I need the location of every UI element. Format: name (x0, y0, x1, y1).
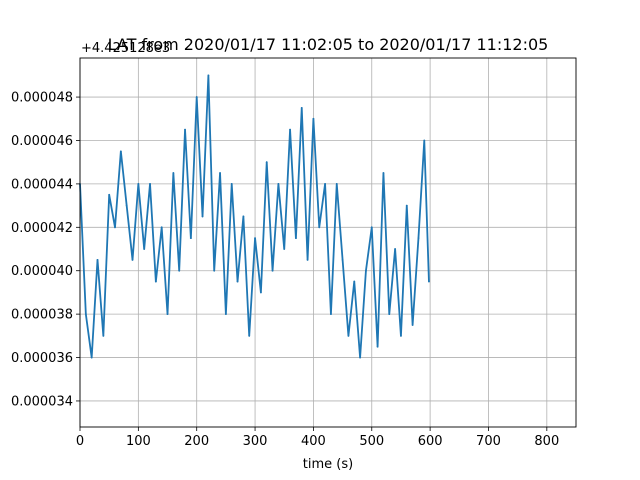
data-point (335, 182, 338, 185)
data-point (119, 150, 122, 153)
data-point (254, 237, 256, 240)
data-point (359, 356, 361, 359)
data-point (411, 324, 414, 326)
data-point (405, 204, 408, 207)
data-point (312, 117, 315, 120)
data-point (370, 226, 373, 229)
data-point (172, 172, 175, 174)
data-point (283, 248, 286, 250)
data-point (277, 182, 280, 185)
data-point (271, 269, 274, 272)
y-tick-label: 0.000046 (11, 134, 73, 149)
data-point (394, 248, 397, 250)
data-point (201, 215, 204, 218)
data-point (102, 334, 105, 337)
data-point (306, 258, 309, 261)
data-point (84, 313, 87, 316)
plot-frame (79, 57, 577, 428)
x-tick-label: 400 (301, 434, 326, 449)
data-point (137, 182, 140, 185)
data-point (382, 172, 385, 174)
data-point (207, 74, 210, 77)
y-tick-label: 0.000044 (11, 177, 73, 192)
y-tick-label: 0.000040 (11, 264, 73, 279)
data-point (125, 204, 128, 207)
x-tick-label: 600 (418, 434, 443, 449)
chart-title: LAT from 2020/01/17 11:02:05 to 2020/01/… (108, 35, 549, 54)
data-point (230, 182, 233, 185)
x-axis-label: time (s) (303, 457, 353, 472)
data-point (324, 182, 326, 185)
x-tick-label: 200 (184, 434, 209, 449)
x-tick-label: 300 (243, 434, 268, 449)
data-point (318, 226, 321, 229)
data-point (178, 269, 181, 272)
data-point (376, 345, 379, 348)
y-tick-label: 0.000042 (11, 221, 73, 236)
data-point (428, 280, 430, 283)
data-point (149, 182, 151, 185)
data-point (242, 215, 245, 218)
y-tick-label: 0.000034 (11, 394, 73, 409)
data-point (417, 237, 420, 240)
data-point (388, 313, 391, 316)
data-point (108, 193, 111, 196)
data-point (300, 107, 303, 109)
y-tick-label: 0.000038 (11, 308, 73, 323)
y-offset-label: +4.425128e3 (81, 41, 170, 56)
x-axis-ticks: 0 100 200 300 400 500 600 700 800 (76, 427, 559, 449)
data-point (353, 280, 356, 283)
data-point (341, 258, 344, 261)
data-point (189, 237, 192, 240)
data-point (423, 139, 426, 142)
data-point (219, 172, 221, 174)
data-point (166, 313, 169, 316)
x-tick-label: 700 (476, 434, 501, 449)
data-point (330, 313, 332, 316)
data-point (213, 269, 216, 272)
x-tick-label: 100 (126, 434, 151, 449)
data-point (90, 356, 93, 359)
data-point (347, 334, 350, 337)
x-tick-label: 0 (76, 434, 84, 449)
data-point (400, 334, 402, 337)
data-point (184, 128, 186, 131)
x-tick-label: 500 (359, 434, 384, 449)
y-tick-label: 0.000036 (11, 351, 73, 366)
data-point (96, 258, 99, 261)
data-point (248, 334, 251, 337)
data-point (224, 313, 227, 316)
data-point (289, 128, 291, 131)
y-axis-ticks: 0.000034 0.000036 0.000038 0.000040 0.000042… (11, 91, 80, 409)
x-tick-label: 800 (534, 434, 559, 449)
data-point (236, 280, 239, 283)
data-point (295, 237, 297, 240)
data-point (143, 248, 146, 250)
data-point (160, 226, 163, 229)
y-tick-label: 0.000048 (11, 91, 73, 106)
data-point (195, 96, 198, 98)
data-point (259, 291, 262, 294)
data-point (265, 161, 268, 164)
data-point (114, 226, 116, 229)
data-point (131, 258, 134, 261)
series-layer (79, 74, 430, 359)
data-point (365, 269, 367, 272)
data-point (154, 280, 157, 283)
